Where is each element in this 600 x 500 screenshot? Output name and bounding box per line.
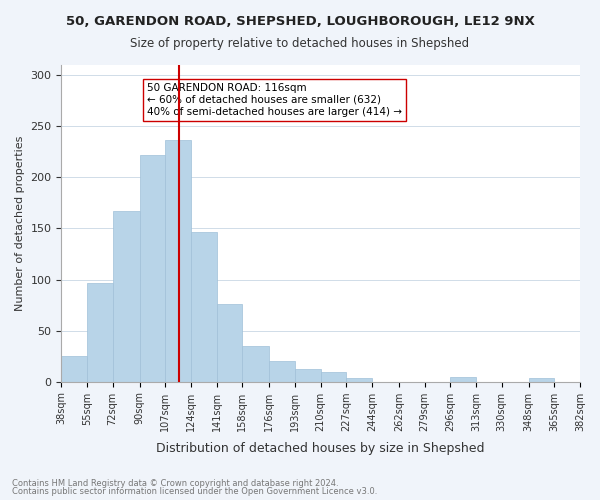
Bar — [87, 282, 113, 382]
Bar — [242, 346, 269, 382]
Bar — [217, 304, 242, 382]
Text: 50, GARENDON ROAD, SHEPSHED, LOUGHBOROUGH, LE12 9NX: 50, GARENDON ROAD, SHEPSHED, LOUGHBOROUG… — [65, 15, 535, 28]
Bar — [346, 378, 372, 382]
Bar — [295, 370, 321, 382]
Bar — [61, 356, 87, 382]
Text: Size of property relative to detached houses in Shepshed: Size of property relative to detached ho… — [130, 38, 470, 51]
Y-axis label: Number of detached properties: Number of detached properties — [15, 136, 25, 311]
Bar — [191, 232, 217, 382]
Bar — [451, 376, 476, 382]
Bar — [113, 211, 140, 382]
Bar — [166, 140, 191, 382]
Bar — [529, 378, 554, 382]
Text: Contains public sector information licensed under the Open Government Licence v3: Contains public sector information licen… — [12, 487, 377, 496]
Bar — [321, 372, 346, 382]
Text: Contains HM Land Registry data © Crown copyright and database right 2024.: Contains HM Land Registry data © Crown c… — [12, 478, 338, 488]
Text: 50 GARENDON ROAD: 116sqm
← 60% of detached houses are smaller (632)
40% of semi-: 50 GARENDON ROAD: 116sqm ← 60% of detach… — [148, 84, 403, 116]
Bar — [269, 361, 295, 382]
X-axis label: Distribution of detached houses by size in Shepshed: Distribution of detached houses by size … — [157, 442, 485, 455]
Bar — [140, 155, 166, 382]
